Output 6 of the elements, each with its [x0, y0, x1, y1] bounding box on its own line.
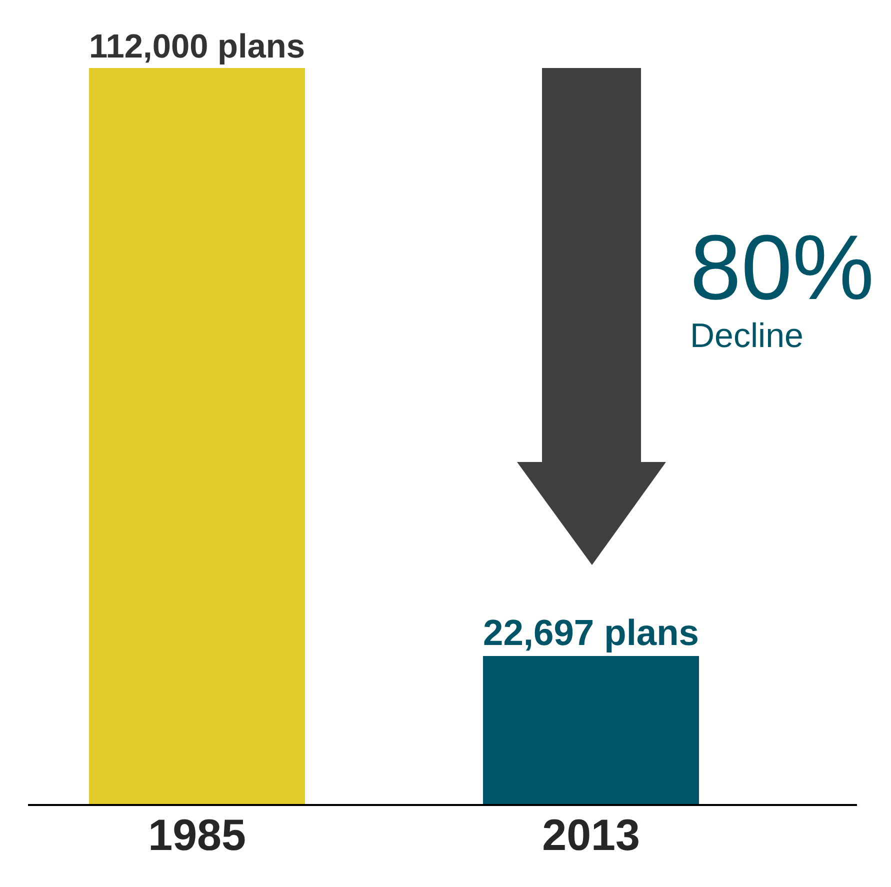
x-tick-label: 1985	[148, 811, 246, 860]
x-tick-label: 2013	[542, 811, 640, 860]
annotation: 80%	[690, 217, 874, 319]
data-label: 22,697 plans	[483, 612, 699, 653]
data-label: 112,000 plans	[89, 28, 305, 66]
annotation: Decline	[690, 317, 804, 355]
